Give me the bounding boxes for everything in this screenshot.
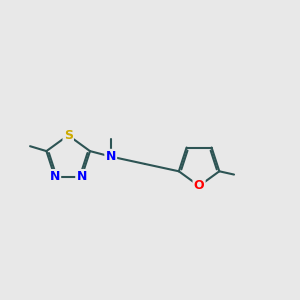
Text: N: N bbox=[50, 170, 60, 183]
Text: O: O bbox=[194, 179, 204, 193]
Text: N: N bbox=[76, 170, 87, 183]
Text: N: N bbox=[106, 150, 116, 163]
Text: S: S bbox=[64, 129, 73, 142]
